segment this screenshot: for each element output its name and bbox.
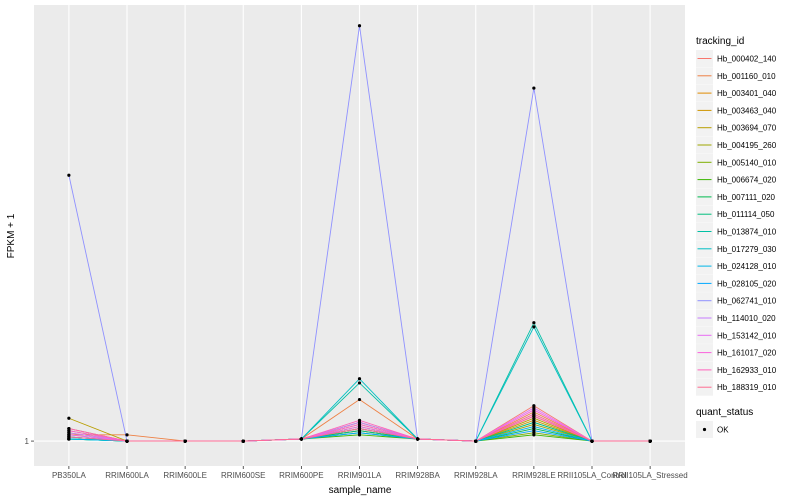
data-point <box>532 412 536 416</box>
x-tick-label: RRIM600SE <box>221 471 265 480</box>
x-tick-label: RRIM600LA <box>105 471 149 480</box>
point-legend-title: quant_status <box>696 407 753 418</box>
legend-items: Hb_000402_140 Hb_001160_010 Hb_003401_040 H… <box>696 50 777 396</box>
data-point <box>532 408 536 412</box>
data-point <box>357 427 362 431</box>
y-tick-label: 1 <box>25 437 30 446</box>
data-point <box>67 435 71 439</box>
data-point <box>416 437 420 441</box>
data-point <box>299 437 303 441</box>
data-point <box>532 325 536 329</box>
data-point <box>125 439 129 443</box>
data-point <box>357 381 362 385</box>
data-point <box>357 431 362 435</box>
data-point <box>357 397 362 402</box>
x-tick-label: RRIM600PE <box>279 471 323 480</box>
data-point <box>357 24 362 28</box>
data-point <box>67 427 71 431</box>
grid-lines <box>34 5 685 466</box>
legend-label: Hb_017279_030 <box>717 245 777 254</box>
legend-label: Hb_188319_010 <box>717 383 777 392</box>
x-axis-ticks: PB350LA RRIM600LA RRIM600LE RRIM600SE RRIM60… <box>52 466 688 480</box>
x-tick-label: RRIM928LE <box>512 471 556 480</box>
data-point <box>590 439 594 443</box>
y-axis-ticks: 1 <box>25 437 34 446</box>
legend: tracking_id Hb_000402_140Hb_001160_010Hb… <box>696 36 777 438</box>
legend-label: Hb_007111_020 <box>717 193 776 202</box>
data-point <box>241 439 245 443</box>
point-legend-symbol <box>702 427 707 432</box>
legend-label: Hb_013874_010 <box>717 228 777 237</box>
x-tick-label: RRII105LA_Control <box>557 471 627 480</box>
data-point <box>532 86 536 90</box>
x-tick-label: PB350LA <box>52 471 86 480</box>
data-point <box>532 420 536 424</box>
legend-label: Hb_006674_020 <box>717 176 777 185</box>
x-tick-label: RRII105LA_Stressed <box>613 471 688 480</box>
data-point <box>357 418 362 422</box>
y-axis-title: FPKM + 1 <box>6 213 17 258</box>
data-point <box>532 433 536 437</box>
legend-label: Hb_162933_010 <box>717 366 777 375</box>
legend-label: Hb_011114_050 <box>717 210 775 219</box>
legend-label: Hb_004195_260 <box>717 141 777 150</box>
data-point <box>67 416 71 420</box>
legend-label: Hb_003401_040 <box>717 89 777 98</box>
data-point <box>125 433 129 437</box>
legend-label: Hb_062741_010 <box>717 297 777 306</box>
legend-label: Hb_001160_010 <box>717 72 776 81</box>
legend-label: Hb_153142_010 <box>717 331 777 340</box>
data-points <box>67 24 652 443</box>
legend-label: Hb_161017_020 <box>717 349 777 358</box>
x-axis-title: sample_name <box>329 485 392 496</box>
data-point <box>474 439 478 443</box>
data-point <box>532 429 536 433</box>
data-point <box>183 439 187 443</box>
legend-label: Hb_024128_010 <box>717 262 777 271</box>
x-tick-label: RRIM928BA <box>395 471 440 480</box>
legend-label: Hb_000402_140 <box>717 55 777 64</box>
data-point <box>357 377 362 381</box>
data-point <box>532 424 536 429</box>
data-point <box>357 422 362 427</box>
data-point <box>67 173 71 177</box>
point-legend-label: OK <box>717 426 729 435</box>
legend-label: Hb_003694_070 <box>717 124 777 133</box>
legend-label: Hb_005140_010 <box>717 158 777 167</box>
data-point <box>532 321 536 325</box>
legend-label: Hb_028105_020 <box>717 279 777 288</box>
legend-label: Hb_003463_040 <box>717 106 777 115</box>
x-tick-label: RRIM928LA <box>454 471 498 480</box>
x-tick-label: RRIM901LA <box>338 471 382 480</box>
legend-title: tracking_id <box>696 36 744 47</box>
legend-label: Hb_114010_020 <box>717 314 776 323</box>
data-point <box>648 439 652 443</box>
x-tick-label: RRIM600LE <box>163 471 207 480</box>
